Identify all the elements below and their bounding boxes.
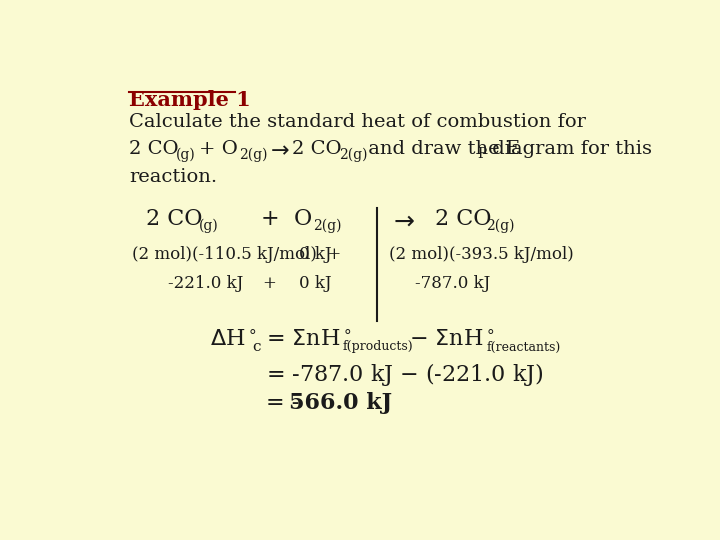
Text: 2(g): 2(g) <box>313 218 342 233</box>
Text: (g): (g) <box>176 147 196 161</box>
Text: -787.0 kJ: -787.0 kJ <box>415 275 490 292</box>
Text: -221.0 kJ: -221.0 kJ <box>168 275 243 292</box>
Text: = $\Sigma$nH$^\circ$: = $\Sigma$nH$^\circ$ <box>266 329 352 351</box>
Text: $\rightarrow$: $\rightarrow$ <box>266 140 290 160</box>
Text: 2(g): 2(g) <box>240 147 268 161</box>
Text: 2(g): 2(g) <box>486 218 515 233</box>
Text: $\Delta$H$^\circ$: $\Delta$H$^\circ$ <box>210 329 257 351</box>
Text: and draw the E: and draw the E <box>361 140 520 158</box>
Text: f(reactants): f(reactants) <box>486 341 560 354</box>
Text: Calculate the standard heat of combustion for: Calculate the standard heat of combustio… <box>129 113 586 131</box>
Text: 0 kJ: 0 kJ <box>300 275 332 292</box>
Text: f(products): f(products) <box>342 341 413 354</box>
Text: 566.0 kJ: 566.0 kJ <box>289 392 392 414</box>
Text: (2 mol)(-110.5 kJ/mol)  +: (2 mol)(-110.5 kJ/mol) + <box>132 246 341 262</box>
Text: 2 CO: 2 CO <box>292 140 341 158</box>
Text: $-$ $\Sigma$nH$^\circ$: $-$ $\Sigma$nH$^\circ$ <box>409 329 495 351</box>
Text: Example 1: Example 1 <box>129 90 251 110</box>
Text: = -787.0 kJ $-$ (-221.0 kJ): = -787.0 kJ $-$ (-221.0 kJ) <box>266 361 544 388</box>
Text: = -: = - <box>266 392 299 414</box>
Text: 2 CO: 2 CO <box>145 208 202 230</box>
Text: +: + <box>262 275 276 292</box>
Text: c: c <box>252 341 261 354</box>
Text: P: P <box>477 147 487 161</box>
Text: reaction.: reaction. <box>129 168 217 186</box>
Text: $\rightarrow$: $\rightarrow$ <box>389 208 415 232</box>
Text: (2 mol)(-393.5 kJ/mol): (2 mol)(-393.5 kJ/mol) <box>389 246 573 262</box>
Text: 2(g): 2(g) <box>339 147 367 161</box>
Text: diagram for this: diagram for this <box>486 140 652 158</box>
Text: 0 kJ: 0 kJ <box>300 246 332 262</box>
Text: + O: + O <box>199 140 238 158</box>
Text: 2 CO: 2 CO <box>129 140 179 158</box>
Text: O: O <box>294 208 312 230</box>
Text: 2 CO: 2 CO <box>435 208 491 230</box>
Text: (g): (g) <box>199 218 219 233</box>
Text: +: + <box>260 208 279 230</box>
